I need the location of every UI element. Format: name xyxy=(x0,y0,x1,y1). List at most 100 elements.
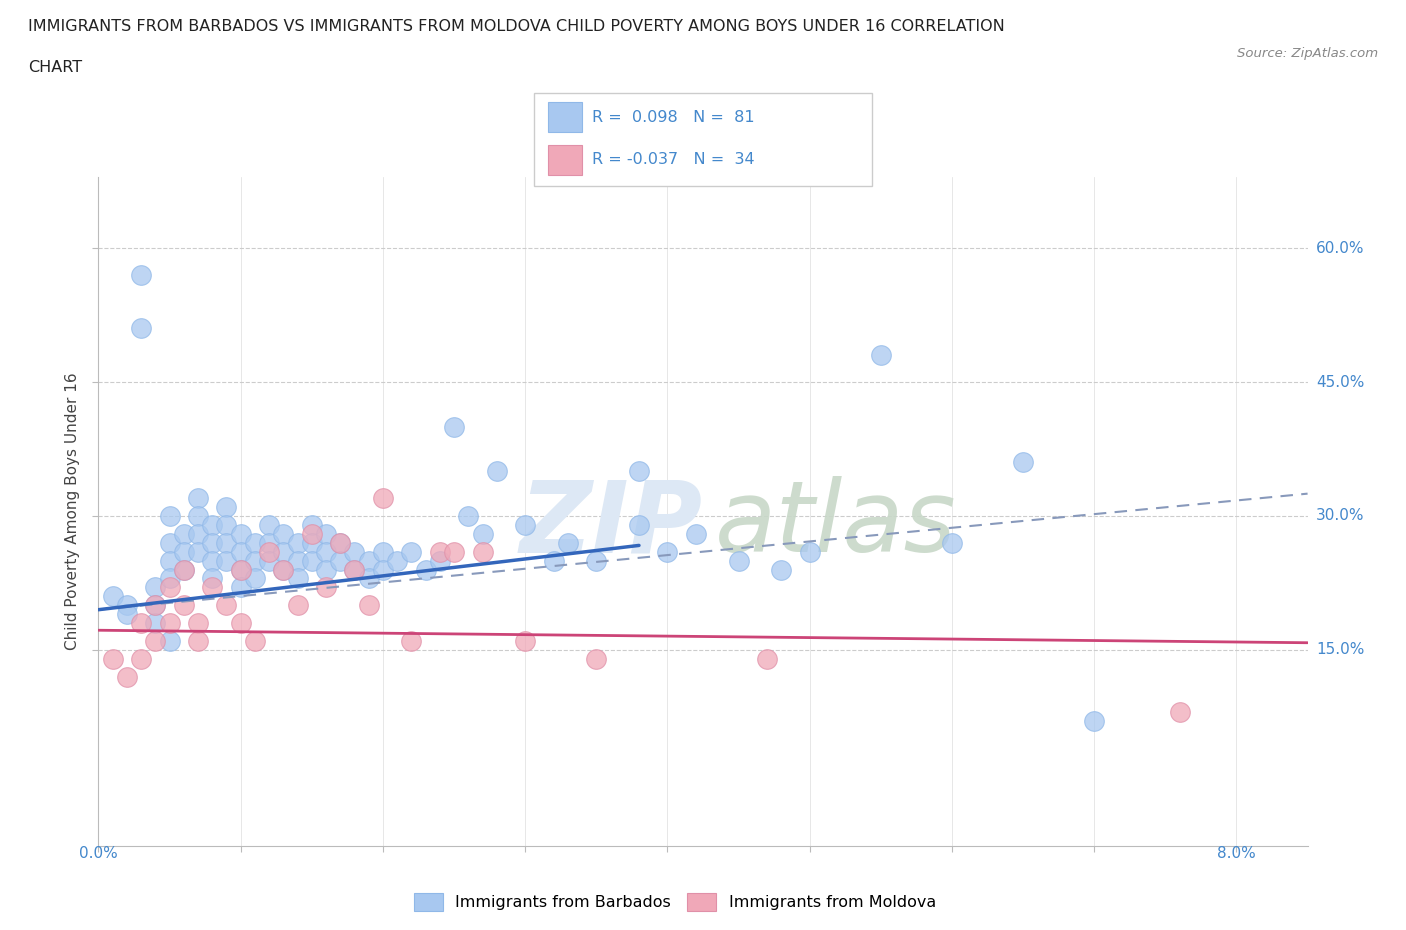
Point xyxy=(1012,455,1035,470)
Point xyxy=(301,517,323,532)
Point xyxy=(301,526,323,541)
Point xyxy=(229,616,252,631)
Text: CHART: CHART xyxy=(28,60,82,75)
Point xyxy=(143,598,166,613)
Point xyxy=(229,580,252,595)
Point xyxy=(799,544,821,559)
FancyBboxPatch shape xyxy=(548,102,582,132)
Point xyxy=(229,562,252,577)
Point xyxy=(357,598,380,613)
Point xyxy=(273,562,295,577)
Point xyxy=(557,536,579,551)
Point xyxy=(429,553,451,568)
Point xyxy=(159,571,181,586)
Point xyxy=(727,553,749,568)
Text: 30.0%: 30.0% xyxy=(1316,509,1364,524)
Point xyxy=(357,571,380,586)
Point xyxy=(329,536,352,551)
Point xyxy=(159,509,181,524)
Point xyxy=(173,526,195,541)
Point xyxy=(201,517,224,532)
Point xyxy=(201,571,224,586)
Point xyxy=(371,562,394,577)
Text: 45.0%: 45.0% xyxy=(1316,375,1364,390)
Point xyxy=(187,544,209,559)
Point xyxy=(229,526,252,541)
Point xyxy=(101,651,124,666)
Point xyxy=(143,598,166,613)
Point xyxy=(869,348,891,363)
Point xyxy=(329,553,352,568)
Point xyxy=(401,633,423,648)
Point xyxy=(329,536,352,551)
Point xyxy=(371,544,394,559)
Point xyxy=(485,464,508,479)
Point xyxy=(301,553,323,568)
Point xyxy=(173,562,195,577)
Point xyxy=(243,633,266,648)
Point xyxy=(243,571,266,586)
Text: IMMIGRANTS FROM BARBADOS VS IMMIGRANTS FROM MOLDOVA CHILD POVERTY AMONG BOYS UND: IMMIGRANTS FROM BARBADOS VS IMMIGRANTS F… xyxy=(28,19,1005,33)
Point xyxy=(627,464,650,479)
Point xyxy=(401,544,423,559)
Point xyxy=(756,651,779,666)
Point xyxy=(543,553,565,568)
Point xyxy=(443,544,465,559)
Point xyxy=(343,544,366,559)
Point xyxy=(129,651,152,666)
Point xyxy=(143,580,166,595)
FancyBboxPatch shape xyxy=(548,145,582,175)
Text: atlas: atlas xyxy=(716,476,956,574)
Point xyxy=(315,580,337,595)
Point xyxy=(515,633,537,648)
Point xyxy=(273,562,295,577)
Point xyxy=(287,598,309,613)
Point xyxy=(273,544,295,559)
Point xyxy=(115,670,138,684)
Text: ZIP: ZIP xyxy=(520,476,703,574)
Text: R = -0.037   N =  34: R = -0.037 N = 34 xyxy=(592,153,754,167)
Point xyxy=(471,526,494,541)
Point xyxy=(371,491,394,506)
Point xyxy=(443,419,465,434)
Point xyxy=(173,562,195,577)
Point xyxy=(357,553,380,568)
Point xyxy=(457,509,479,524)
Text: 0.0%: 0.0% xyxy=(79,846,118,861)
Point xyxy=(215,536,238,551)
Text: Source: ZipAtlas.com: Source: ZipAtlas.com xyxy=(1237,46,1378,60)
Point xyxy=(229,562,252,577)
Point xyxy=(201,553,224,568)
Point xyxy=(201,536,224,551)
Point xyxy=(257,536,280,551)
Point xyxy=(585,553,607,568)
Point xyxy=(159,633,181,648)
Point xyxy=(187,509,209,524)
Point xyxy=(187,491,209,506)
Point xyxy=(315,562,337,577)
Point xyxy=(159,536,181,551)
Point xyxy=(215,553,238,568)
FancyBboxPatch shape xyxy=(534,93,872,186)
Point xyxy=(1083,714,1105,729)
Point xyxy=(301,536,323,551)
Point xyxy=(187,526,209,541)
Point xyxy=(415,562,437,577)
Point xyxy=(187,616,209,631)
Point xyxy=(273,526,295,541)
Text: 60.0%: 60.0% xyxy=(1316,241,1364,256)
Point xyxy=(257,544,280,559)
Point xyxy=(941,536,963,551)
Point xyxy=(287,571,309,586)
Point xyxy=(1168,705,1191,720)
Point xyxy=(585,651,607,666)
Point xyxy=(515,517,537,532)
Point xyxy=(657,544,679,559)
Point xyxy=(315,544,337,559)
Point xyxy=(129,268,152,283)
Point xyxy=(159,616,181,631)
Point xyxy=(115,606,138,621)
Point xyxy=(129,616,152,631)
Point xyxy=(143,616,166,631)
Point xyxy=(215,499,238,514)
